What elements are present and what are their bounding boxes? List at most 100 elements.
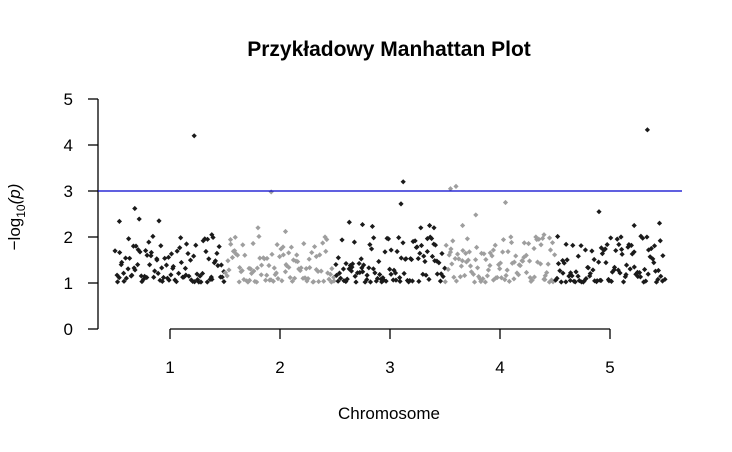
snp-point-chr3	[397, 278, 403, 284]
snp-point-chr3	[421, 253, 427, 259]
snp-point-chr2	[227, 237, 234, 243]
snp-point-chr1	[137, 249, 143, 255]
snp-point-chr5	[589, 248, 595, 254]
snp-point-chr5	[617, 270, 623, 276]
snp-point-chr5	[570, 242, 576, 248]
x-tick-label: 2	[275, 358, 284, 377]
snp-point-chr1	[186, 273, 192, 279]
snp-point-chr4	[526, 258, 533, 264]
snp-point-chr1	[216, 243, 222, 250]
snp-point-chr4	[541, 232, 547, 238]
y-axis-label: −log10(p)	[5, 184, 28, 251]
snp-point-chr1	[173, 279, 179, 285]
snp-point-chr3	[370, 266, 376, 272]
snp-point-chr1	[148, 253, 154, 259]
snp-point-chr4	[500, 237, 507, 243]
snp-point-chr5	[563, 241, 569, 247]
snp-point-chr3	[356, 260, 362, 267]
snp-point-chr2	[258, 272, 264, 278]
snp-point-chr5	[558, 279, 564, 285]
snp-point-chr1	[168, 251, 175, 257]
snp-point-chr2	[288, 244, 294, 250]
snp-point-chr1	[170, 263, 176, 270]
x-tick-label: 1	[165, 358, 174, 377]
snp-point-chr2	[242, 252, 248, 258]
snp-point-chr2	[306, 256, 312, 262]
snp-point-chr3	[346, 219, 352, 225]
snp-point-chr2	[270, 278, 276, 284]
snp-point-chr1	[155, 270, 161, 276]
snp-point-chr4	[537, 261, 544, 267]
snp-point-chr2	[289, 278, 295, 284]
snp-point-chr4	[482, 279, 488, 285]
snp-point-chr1	[159, 278, 165, 284]
snp-point-chr2	[250, 240, 256, 247]
snp-point-chr1	[209, 276, 215, 282]
snp-point-chr2	[287, 274, 293, 281]
snp-point-chr3	[434, 271, 440, 277]
snp-point-chr4	[447, 249, 454, 255]
snp-point-chr4	[483, 256, 489, 263]
snp-point-chr4	[474, 265, 481, 271]
snp-point-chr4	[500, 249, 506, 255]
snp-point-chr5	[614, 236, 620, 242]
snp-point-chr4	[548, 277, 555, 283]
snp-point-chr3	[371, 235, 377, 241]
snp-point-chr4	[531, 245, 537, 252]
snp-point-chr1	[178, 235, 184, 241]
snp-point-chr4	[449, 261, 455, 267]
snp-point-chr5	[598, 277, 604, 284]
snp-point-chr1	[142, 273, 148, 279]
snp-point-chr5	[618, 246, 625, 253]
snp-point-chr3	[437, 278, 444, 284]
snp-point-chr5	[658, 273, 664, 279]
snp-point-chr5	[566, 273, 572, 279]
snp-point-chr1	[204, 236, 211, 242]
snp-point-chr3	[364, 276, 370, 283]
y-axis-label-subscript: 10	[14, 204, 28, 218]
snp-point-chr1	[116, 218, 122, 224]
snp-point-chr2	[240, 242, 246, 248]
y-axis-ticks: 0 1 2 3 4 5	[64, 90, 98, 339]
snp-point-chr2	[286, 250, 292, 256]
snp-point-chr4	[521, 240, 527, 246]
snp-point-chr5	[596, 259, 602, 265]
snp-point-chr1	[136, 216, 142, 222]
snp-point-chr5	[627, 266, 633, 272]
snp-point-chr2	[277, 253, 283, 260]
snp-point-chr2	[317, 252, 323, 258]
snp-point-chr1	[177, 245, 183, 251]
snp-point-chr3	[360, 269, 366, 275]
snp-point-chr4	[520, 258, 526, 264]
snp-point-chr1	[209, 232, 215, 238]
snp-point-chr3	[388, 271, 394, 277]
snp-point-chr3	[388, 247, 394, 253]
snp-point-chr1	[218, 262, 224, 268]
snp-point-chr1	[156, 218, 162, 224]
snp-point-chr4	[515, 272, 522, 278]
snp-point-chr4	[457, 274, 463, 280]
snp-point-chr3	[343, 260, 349, 267]
snp-point-chr1	[163, 262, 170, 268]
snp-point-chr3	[429, 253, 435, 260]
snp-point-chr3	[416, 278, 422, 284]
snp-point-chr4	[445, 266, 451, 272]
snp-point-chr4	[472, 257, 479, 263]
snp-point-chr2	[278, 246, 284, 252]
snp-point-chr2	[266, 262, 272, 269]
snp-point-chr5	[608, 278, 615, 284]
snp-point-chr3	[358, 256, 364, 262]
snp-point-chr3	[383, 278, 389, 284]
snp-point-chr5	[623, 262, 630, 268]
snp-point-chr3	[373, 278, 379, 284]
snp-point-chr3	[364, 272, 370, 278]
snp-point-chr3	[361, 262, 367, 268]
snp-point-chr4	[550, 279, 556, 285]
snp-point-chr1	[194, 271, 200, 277]
snp-point-chr1	[121, 270, 127, 276]
snp-point-chr4	[443, 242, 449, 248]
snp-point-chr1	[152, 268, 158, 274]
snp-point-chr5	[555, 261, 562, 267]
snp-point-chr3	[339, 237, 345, 243]
snp-point-chr2	[311, 244, 318, 250]
